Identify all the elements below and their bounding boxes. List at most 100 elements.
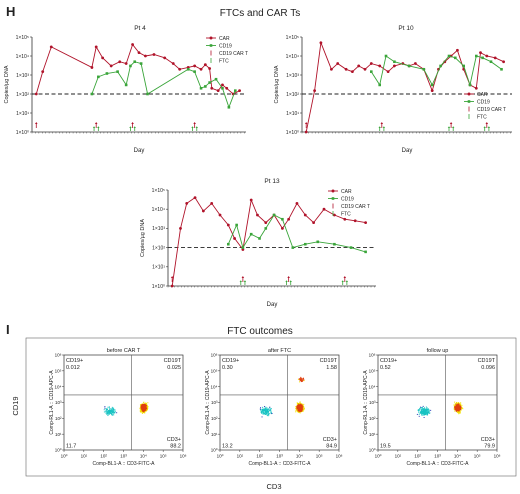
- flow1-y-tick-label: 10⁵: [55, 368, 62, 373]
- flow1-event-point: [143, 410, 145, 412]
- chart3-car-point: [364, 221, 367, 225]
- flow2-y-tick-label: 10⁰: [211, 448, 218, 453]
- chart1-cd19-point: [146, 92, 149, 96]
- flow2-event-point: [267, 414, 269, 416]
- flow3-event-point: [455, 407, 457, 409]
- flow2-event-point: [296, 406, 298, 408]
- flow3-event-point: [456, 411, 458, 413]
- flow2-event-point: [302, 379, 304, 381]
- chart3-cd19-point: [303, 242, 307, 246]
- flow1-event-point: [139, 404, 141, 406]
- flow2-event-point: [266, 412, 268, 414]
- chart2-legend-label: CAR: [477, 92, 488, 98]
- flow3-event-point: [423, 414, 425, 416]
- chart2-cd19-point: [378, 83, 381, 87]
- flow2-event-point: [297, 408, 299, 410]
- flow2-event-point: [301, 408, 303, 410]
- chart1-car-t-marker-head: [94, 122, 98, 124]
- chart3-ftc-marker-head: [243, 280, 247, 282]
- chart3-y-tick-label: 1×10²: [152, 245, 165, 251]
- chart3-car-point: [170, 284, 174, 288]
- flow1-x-tick-label: 10⁴: [140, 454, 147, 459]
- flow2-event-point: [298, 410, 300, 412]
- flow3-event-point: [420, 412, 422, 414]
- chart2-car-point: [493, 56, 497, 60]
- chart1-y-tick-label: 1×10⁵: [16, 35, 29, 41]
- flow1-event-point: [110, 408, 112, 410]
- flow2-event-point: [262, 411, 264, 413]
- flow3-event-point: [421, 413, 423, 415]
- flow1-event-point: [112, 408, 114, 410]
- flow2-event-point: [265, 412, 267, 414]
- flow1-event-point: [107, 409, 109, 411]
- flow2-event-point: [263, 409, 265, 411]
- flow1-event-point: [112, 408, 114, 410]
- flow3-pct-double-negative: 19.5: [380, 444, 391, 450]
- flow2-event-point: [263, 410, 265, 412]
- flow1-event-point: [112, 407, 114, 409]
- chart1-legend-car-dot: [209, 36, 213, 40]
- flow3-event-point: [461, 406, 463, 408]
- chart1-car-t-marker-head: [34, 122, 38, 124]
- flow1-y-tick-label: 10¹: [55, 432, 62, 437]
- flow3-event-point: [418, 413, 420, 415]
- flow1-event-point: [143, 401, 145, 403]
- flow2-event-point: [302, 405, 304, 407]
- chart1-cd19-point: [193, 70, 196, 73]
- flow3-event-point: [426, 410, 428, 412]
- flow2-gate-label-cd19pos: CD19+: [222, 358, 239, 364]
- chart1-cd19-point: [208, 81, 211, 84]
- flow3-gate-label-cd19t: CD19T: [478, 358, 496, 364]
- flow2-event-point: [297, 410, 299, 412]
- flow1-event-point: [114, 412, 116, 414]
- chart3-cd19-line: [227, 214, 366, 253]
- chart2-car-point: [386, 70, 390, 74]
- chart3-cd19-point: [258, 237, 261, 240]
- flow1-x-label: Comp-BL1-A :: CD3-FITC-A: [93, 461, 156, 467]
- flow3-event-point: [458, 412, 460, 414]
- flow1-event-point: [105, 408, 107, 410]
- flow1-event-point: [147, 406, 149, 408]
- chart1-car-point: [101, 56, 105, 60]
- chart2-y-label: Copies/µg DNA: [274, 65, 280, 103]
- chart3-ftc-marker-head: [285, 280, 288, 282]
- chart2-car-t-marker-head: [485, 122, 489, 124]
- chart2-ftc-marker-head: [447, 126, 451, 128]
- flow1-event-point: [141, 407, 143, 409]
- flow2-event-point: [262, 411, 264, 413]
- flow3-x-tick-label: 10⁵: [474, 454, 481, 459]
- flow3-x-tick-label: 10⁰: [375, 454, 382, 459]
- chart1-cd19-point: [227, 105, 231, 109]
- flow3-event-point: [461, 407, 463, 409]
- chart1-car-point: [171, 62, 175, 65]
- flow1-event-point: [146, 407, 148, 409]
- flow3-event-point: [460, 402, 462, 404]
- chart3-car-point: [193, 196, 197, 200]
- flow2-event-point: [299, 377, 301, 379]
- chart1-car-point: [49, 45, 53, 49]
- chart1-car-point: [152, 53, 156, 56]
- flow2-event-point: [297, 405, 299, 407]
- flow2-event-point: [298, 404, 300, 406]
- flow1-x-tick-label: 10¹: [81, 454, 88, 459]
- flow2-event-point: [297, 406, 299, 408]
- flow2-event-point: [262, 406, 264, 408]
- flow2-event-point: [296, 407, 298, 409]
- flow3-event-point: [425, 413, 427, 415]
- flow3-event-point: [430, 409, 432, 411]
- flow1-event-point: [145, 404, 147, 406]
- flow1-event-point: [140, 410, 142, 412]
- flow1-title: before CAR T: [107, 348, 141, 354]
- flow1-event-point: [140, 404, 142, 406]
- flow2-event-point: [301, 378, 303, 380]
- flow2-event-point: [303, 379, 305, 381]
- flow2-event-point: [303, 380, 305, 382]
- chart1-cd19-point: [204, 85, 207, 88]
- flow3-event-point: [456, 409, 458, 411]
- flow3-pct-cd19pos: 0.52: [380, 365, 391, 371]
- flow1-event-point: [140, 409, 142, 411]
- flow1-event-point: [146, 409, 148, 411]
- chart1-legend-label: CD19 CAR T: [219, 51, 248, 57]
- flow1-event-point: [104, 407, 106, 409]
- chart1-car-point: [41, 70, 45, 74]
